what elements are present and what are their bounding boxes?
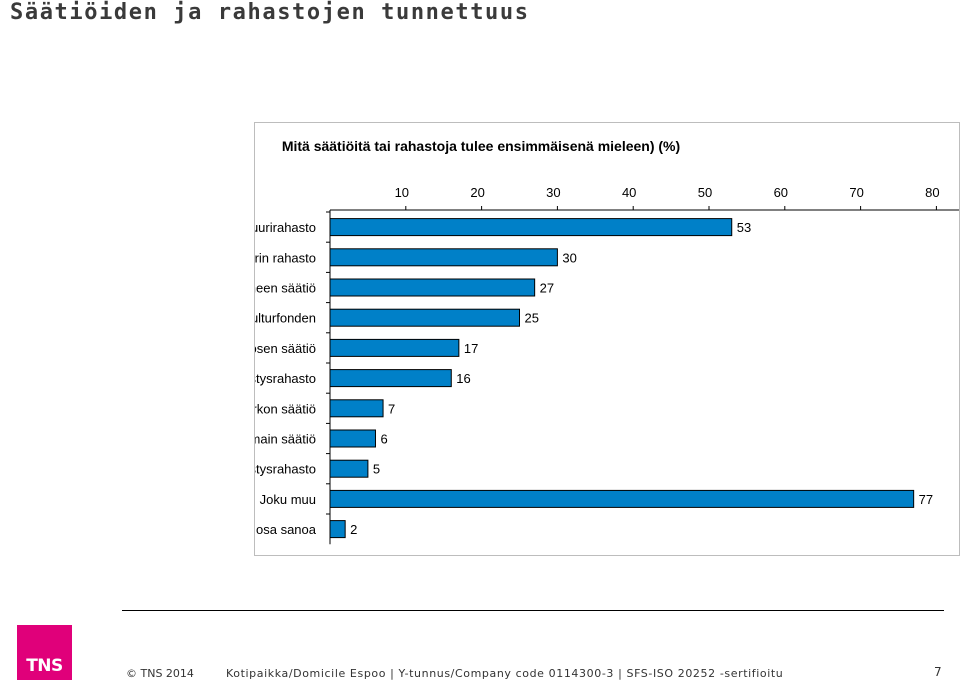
bars: Suomen kulttuurirahasto 53 Jenny ja Antti … <box>255 218 933 539</box>
data-label: 53 <box>737 220 751 235</box>
data-label: 5 <box>373 462 380 477</box>
bar <box>329 218 733 237</box>
category-label: Jenny ja Antti Wihurin rahasto <box>255 250 316 265</box>
data-label: 17 <box>464 341 478 356</box>
category-label: Ei osa sanoa <box>255 522 317 537</box>
category-label: Jane ja Aatos Erkon säätiö <box>255 401 316 416</box>
x-tick-label: 70 <box>849 185 863 200</box>
bar <box>329 278 536 297</box>
data-label: 6 <box>380 432 387 447</box>
x-tick-label: 80 <box>925 185 939 200</box>
data-label: 25 <box>525 311 539 326</box>
x-tick-label: 50 <box>698 185 712 200</box>
chart-frame: Mitä säätiöitä tai rahastoja tulee ensim… <box>254 122 960 556</box>
x-tick-label: 30 <box>546 185 560 200</box>
bar <box>329 429 376 448</box>
bar <box>329 489 915 508</box>
category-label: Alfred Kordelinin yleinen edistys- ja si… <box>255 371 316 386</box>
x-tick-label: 20 <box>470 185 484 200</box>
category-label: Joku muu <box>260 492 316 507</box>
bar <box>329 369 452 388</box>
x-tick-label: 60 <box>774 185 788 200</box>
bar <box>329 520 346 539</box>
x-tick-label: 10 <box>395 185 409 200</box>
bar <box>329 399 384 418</box>
x-tick-label: 40 <box>622 185 636 200</box>
bar <box>329 248 558 267</box>
footer-copyright: © TNS 2014 <box>126 667 194 680</box>
data-label: 30 <box>562 250 576 265</box>
footer-divider <box>122 610 944 611</box>
category-label: Helsingin sanomain säätiö <box>255 432 316 447</box>
chart-title: Mitä säätiöitä tai rahastoja tulee ensim… <box>282 138 680 154</box>
data-label: 7 <box>388 401 395 416</box>
bar <box>329 459 369 478</box>
category-label: Koneen säätiö <box>255 281 316 296</box>
category-label: Suomen kulttuurirahasto <box>255 220 316 235</box>
data-label: 77 <box>919 492 933 507</box>
category-label: Svenska kulturfonden <box>255 311 316 326</box>
bar <box>329 308 520 327</box>
footer-company-info: Kotipaikka/Domicile Espoo | Y-tunnus/Com… <box>226 667 784 680</box>
category-label: Liikesivistysrahasto <box>255 462 316 477</box>
page-number: 7 <box>934 665 942 679</box>
tns-logo: TNS <box>17 625 72 680</box>
data-label: 16 <box>456 371 470 386</box>
data-label: 2 <box>350 522 357 537</box>
bar-chart: Mitä säätiöitä tai rahastoja tulee ensim… <box>255 138 959 545</box>
category-label: Emil Aaltosen säätiö <box>255 341 316 356</box>
bar <box>329 338 460 357</box>
page-title: Säätiöiden ja rahastojen tunnettuus <box>10 0 530 25</box>
data-label: 27 <box>540 281 554 296</box>
